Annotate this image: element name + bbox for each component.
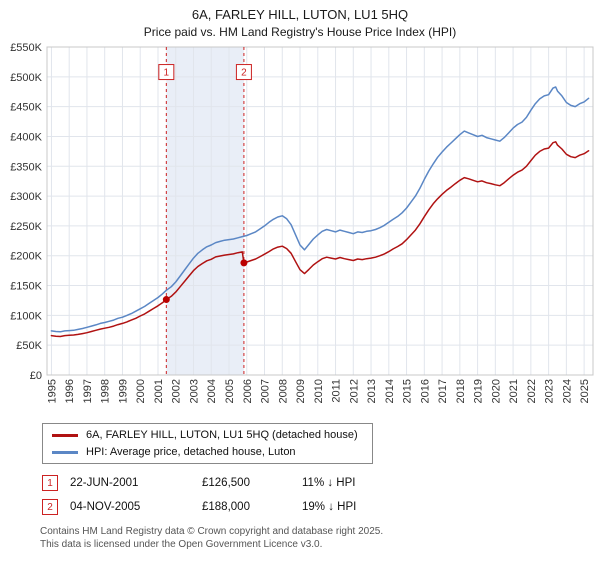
- transaction-2-date: 04-NOV-2005: [70, 501, 141, 513]
- svg-text:2024: 2024: [561, 379, 573, 403]
- svg-text:£0: £0: [30, 370, 42, 382]
- svg-text:2011: 2011: [331, 379, 343, 403]
- svg-text:2007: 2007: [260, 379, 272, 403]
- svg-text:2004: 2004: [206, 379, 218, 403]
- svg-text:1995: 1995: [46, 379, 58, 403]
- svg-text:2021: 2021: [508, 379, 520, 403]
- svg-text:£550K: £550K: [10, 42, 42, 54]
- legend-label-property: 6A, FARLEY HILL, LUTON, LU1 5HQ (detache…: [86, 429, 358, 441]
- svg-text:2019: 2019: [473, 379, 485, 403]
- chart-legend: 6A, FARLEY HILL, LUTON, LU1 5HQ (detache…: [42, 423, 373, 464]
- transaction-1-date: 22-JUN-2001: [70, 477, 139, 489]
- price-history-chart[interactable]: 1 2 £0 £50K £100K £150K £200K £250K £300K £350K £4…: [0, 41, 600, 419]
- transaction-row-1: 1 22-JUN-2001 £126,500 11% ↓ HPI: [42, 475, 600, 491]
- svg-text:2017: 2017: [437, 379, 449, 403]
- transaction-table: 1 22-JUN-2001 £126,500 11% ↓ HPI 2 04-NO…: [42, 475, 600, 515]
- svg-text:2020: 2020: [490, 379, 502, 403]
- svg-text:2005: 2005: [224, 379, 236, 403]
- svg-text:2003: 2003: [188, 379, 200, 403]
- svg-text:£250K: £250K: [10, 221, 42, 233]
- svg-text:2: 2: [241, 68, 247, 79]
- svg-text:£50K: £50K: [16, 340, 42, 352]
- svg-text:2014: 2014: [384, 379, 396, 403]
- svg-text:1999: 1999: [117, 379, 129, 403]
- footer-line-2: This data is licensed under the Open Gov…: [40, 539, 323, 550]
- svg-text:2009: 2009: [295, 379, 307, 403]
- legend-item-hpi: HPI: Average price, detached house, Luto…: [52, 446, 358, 458]
- svg-text:2015: 2015: [402, 379, 414, 403]
- price-report-page: 6A, FARLEY HILL, LUTON, LU1 5HQ Price pa…: [0, 7, 600, 551]
- transaction-row-2: 2 04-NOV-2005 £188,000 19% ↓ HPI: [42, 499, 600, 515]
- svg-text:2025: 2025: [579, 379, 591, 403]
- svg-text:£200K: £200K: [10, 251, 42, 263]
- svg-text:£500K: £500K: [10, 72, 42, 84]
- svg-text:2022: 2022: [526, 379, 538, 403]
- svg-text:2010: 2010: [313, 379, 325, 403]
- transaction-1-badge: 1: [42, 475, 58, 491]
- svg-text:2023: 2023: [544, 379, 556, 403]
- svg-text:£150K: £150K: [10, 281, 42, 293]
- svg-text:2000: 2000: [135, 379, 147, 403]
- property-line-swatch: [52, 433, 78, 437]
- svg-text:£400K: £400K: [10, 131, 42, 143]
- svg-text:£350K: £350K: [10, 161, 42, 173]
- transaction-2-badge: 2: [42, 499, 58, 515]
- svg-text:1: 1: [164, 68, 170, 79]
- page-subtitle: Price paid vs. HM Land Registry's House …: [143, 25, 457, 39]
- svg-text:2008: 2008: [277, 379, 289, 403]
- svg-text:1996: 1996: [64, 379, 76, 403]
- transaction-2-hpi-delta: 19% ↓ HPI: [302, 501, 357, 513]
- svg-text:1997: 1997: [82, 379, 94, 403]
- svg-text:£100K: £100K: [10, 310, 42, 322]
- transaction-1-price: £126,500: [202, 477, 250, 489]
- svg-text:2001: 2001: [153, 379, 165, 403]
- svg-text:2016: 2016: [419, 379, 431, 403]
- svg-text:£450K: £450K: [10, 102, 42, 114]
- svg-text:£300K: £300K: [10, 191, 42, 203]
- footer-line-1: Contains HM Land Registry data © Crown c…: [40, 526, 384, 537]
- legend-item-property: 6A, FARLEY HILL, LUTON, LU1 5HQ (detache…: [52, 429, 358, 441]
- page-title: 6A, FARLEY HILL, LUTON, LU1 5HQ: [191, 7, 409, 22]
- svg-text:1998: 1998: [100, 379, 112, 403]
- transaction-2-price: £188,000: [202, 501, 250, 513]
- svg-text:2018: 2018: [455, 379, 467, 403]
- svg-text:2002: 2002: [171, 379, 183, 403]
- transaction-1-hpi-delta: 11% ↓ HPI: [302, 477, 356, 489]
- license-footer: Contains HM Land Registry data © Crown c…: [40, 525, 600, 551]
- svg-text:2012: 2012: [348, 379, 360, 403]
- svg-text:2013: 2013: [366, 379, 378, 403]
- svg-text:2006: 2006: [242, 379, 254, 403]
- hpi-line-swatch: [52, 450, 78, 454]
- legend-label-hpi: HPI: Average price, detached house, Luto…: [86, 446, 296, 458]
